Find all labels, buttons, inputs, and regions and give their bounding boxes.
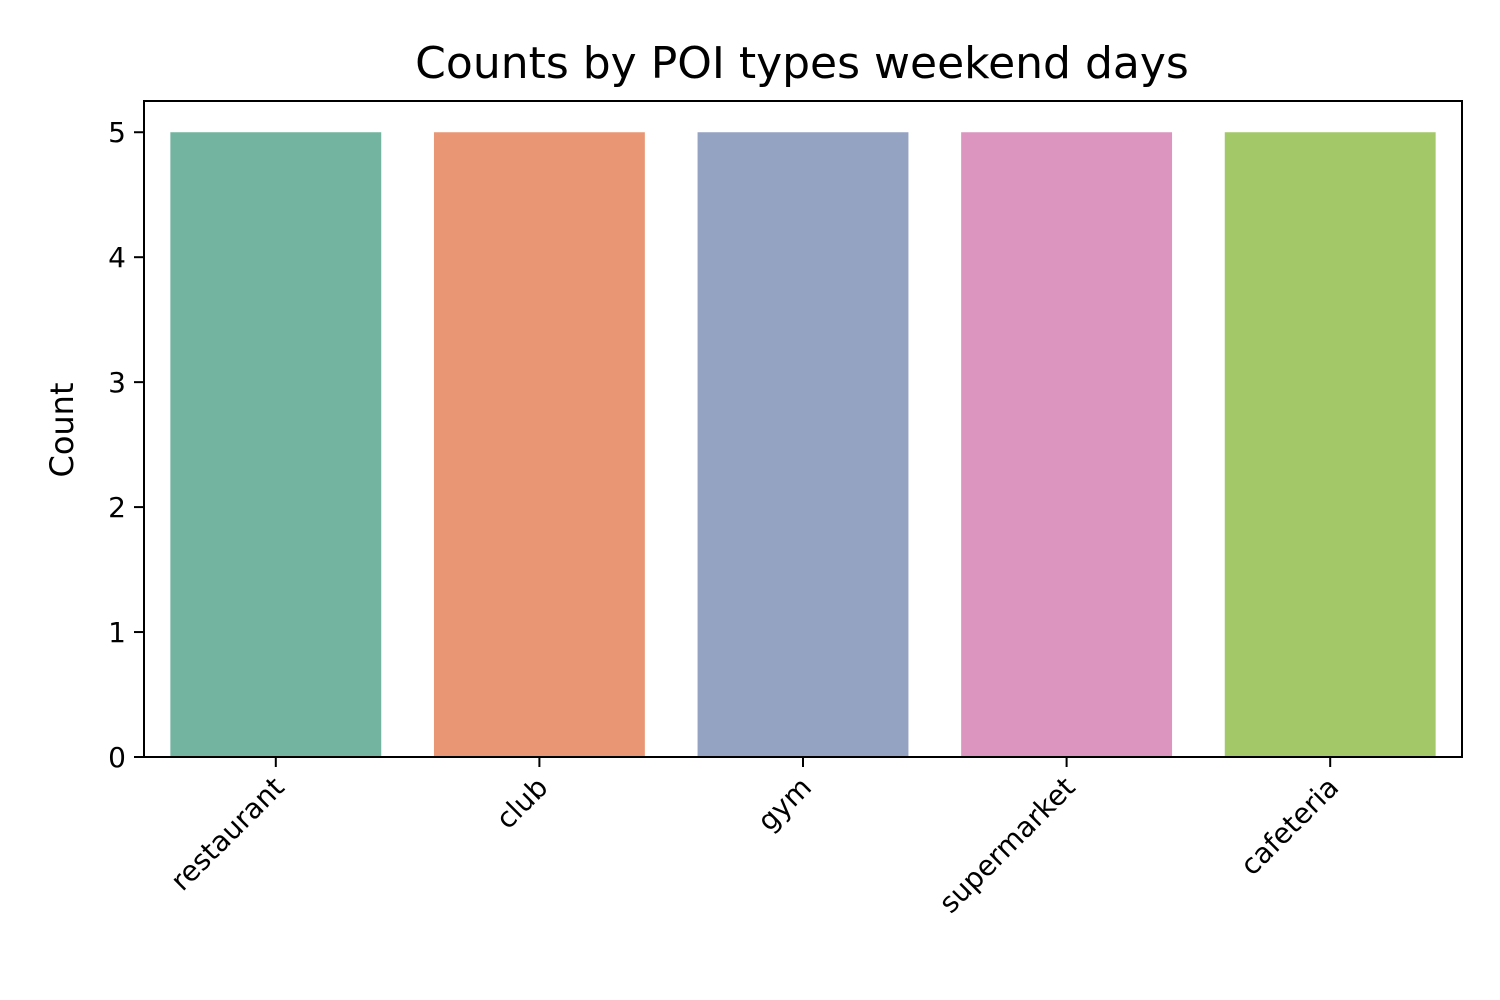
plot-frame (143, 100, 1463, 758)
bar-club (433, 132, 645, 757)
x-tick-label: restaurant (164, 771, 291, 898)
y-axis-label: Count (43, 382, 81, 477)
x-tick-label: club (490, 771, 555, 836)
bars-layer (170, 132, 1436, 757)
y-tick-label: 0 (108, 741, 126, 774)
bar-gym (697, 132, 909, 757)
y-tick-label: 5 (108, 116, 126, 149)
x-tick-label: supermarket (933, 771, 1082, 920)
y-tick-label: 2 (108, 491, 126, 524)
chart-title: Counts by POI types weekend days (415, 38, 1189, 89)
x-tick-label: gym (751, 771, 818, 838)
bar-restaurant (170, 132, 382, 757)
bar-cafeteria (1224, 132, 1436, 757)
y-tick-label: 4 (108, 241, 126, 274)
y-tick-label: 1 (108, 616, 126, 649)
y-axis: 0 1 2 3 4 5 (108, 116, 144, 774)
y-tick-label: 3 (108, 366, 126, 399)
bar-supermarket (961, 132, 1173, 757)
x-axis: restaurant club gym supermarket cafeteria (164, 757, 1345, 920)
x-tick-label: cafeteria (1234, 771, 1345, 882)
